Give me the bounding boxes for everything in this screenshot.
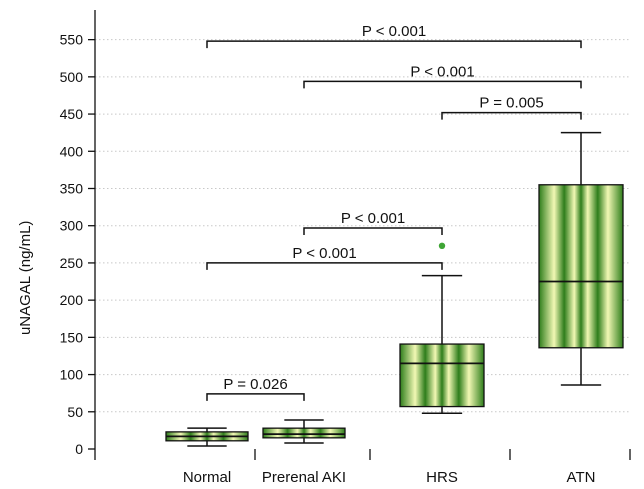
y-tick-label: 550 (60, 32, 84, 48)
box-iqr (399, 343, 485, 408)
y-tick-label: 250 (60, 255, 84, 271)
bracket-line (441, 111, 582, 120)
axes: 0 50 100 150 200 250 300 350 400 450 500 550 Normal P… (60, 10, 631, 486)
bracket-line (303, 227, 443, 235)
grid-lines (95, 39, 630, 413)
y-tick-label: 200 (60, 292, 84, 308)
comparison-bracket: P < 0.001 (206, 23, 582, 49)
y-tick-label: 150 (60, 329, 84, 345)
bracket-line (206, 40, 582, 49)
p-value-label: P < 0.001 (410, 63, 474, 80)
comparison-annotations: P < 0.001 P < 0.001 P = 0.005 P < 0.001 P < … (206, 23, 582, 401)
box-iqr (262, 427, 346, 439)
comparison-bracket: P < 0.001 (303, 63, 582, 89)
y-tick-label: 450 (60, 106, 84, 122)
x-tick-label: ATN (567, 469, 596, 486)
comparison-bracket: P = 0.026 (206, 376, 305, 401)
x-tick-label: Prerenal AKI (262, 469, 346, 486)
y-tick-label: 350 (60, 180, 84, 196)
y-tick-label: 0 (75, 441, 83, 457)
box-prerenal-aki (262, 419, 346, 444)
p-value-label: P < 0.001 (341, 210, 405, 227)
box-normal (165, 427, 249, 447)
comparison-bracket: P < 0.001 (303, 210, 443, 235)
y-tick-label: 400 (60, 143, 84, 159)
y-tick-label: 500 (60, 69, 84, 85)
box-iqr (538, 184, 624, 349)
y-tick-label: 300 (60, 218, 84, 234)
y-tick-label: 50 (67, 404, 83, 420)
comparison-bracket: P < 0.001 (206, 245, 443, 270)
p-value-label: P < 0.001 (362, 23, 426, 40)
outlier-point (438, 242, 446, 250)
box-atn (538, 131, 624, 386)
p-value-label: P < 0.001 (292, 245, 356, 262)
y-tick-label: 100 (60, 367, 84, 383)
boxes (165, 131, 624, 447)
box-hrs (399, 242, 485, 415)
x-tick-label: HRS (426, 469, 458, 486)
p-value-label: P = 0.005 (479, 95, 543, 112)
bracket-line (303, 80, 582, 89)
x-tick-label: Normal (183, 469, 231, 486)
bracket-line (206, 262, 443, 270)
comparison-bracket: P = 0.005 (441, 95, 582, 120)
y-axis-label: uNAGAL (ng/mL) (17, 221, 34, 336)
bracket-line (206, 393, 305, 401)
p-value-label: P = 0.026 (223, 376, 287, 393)
